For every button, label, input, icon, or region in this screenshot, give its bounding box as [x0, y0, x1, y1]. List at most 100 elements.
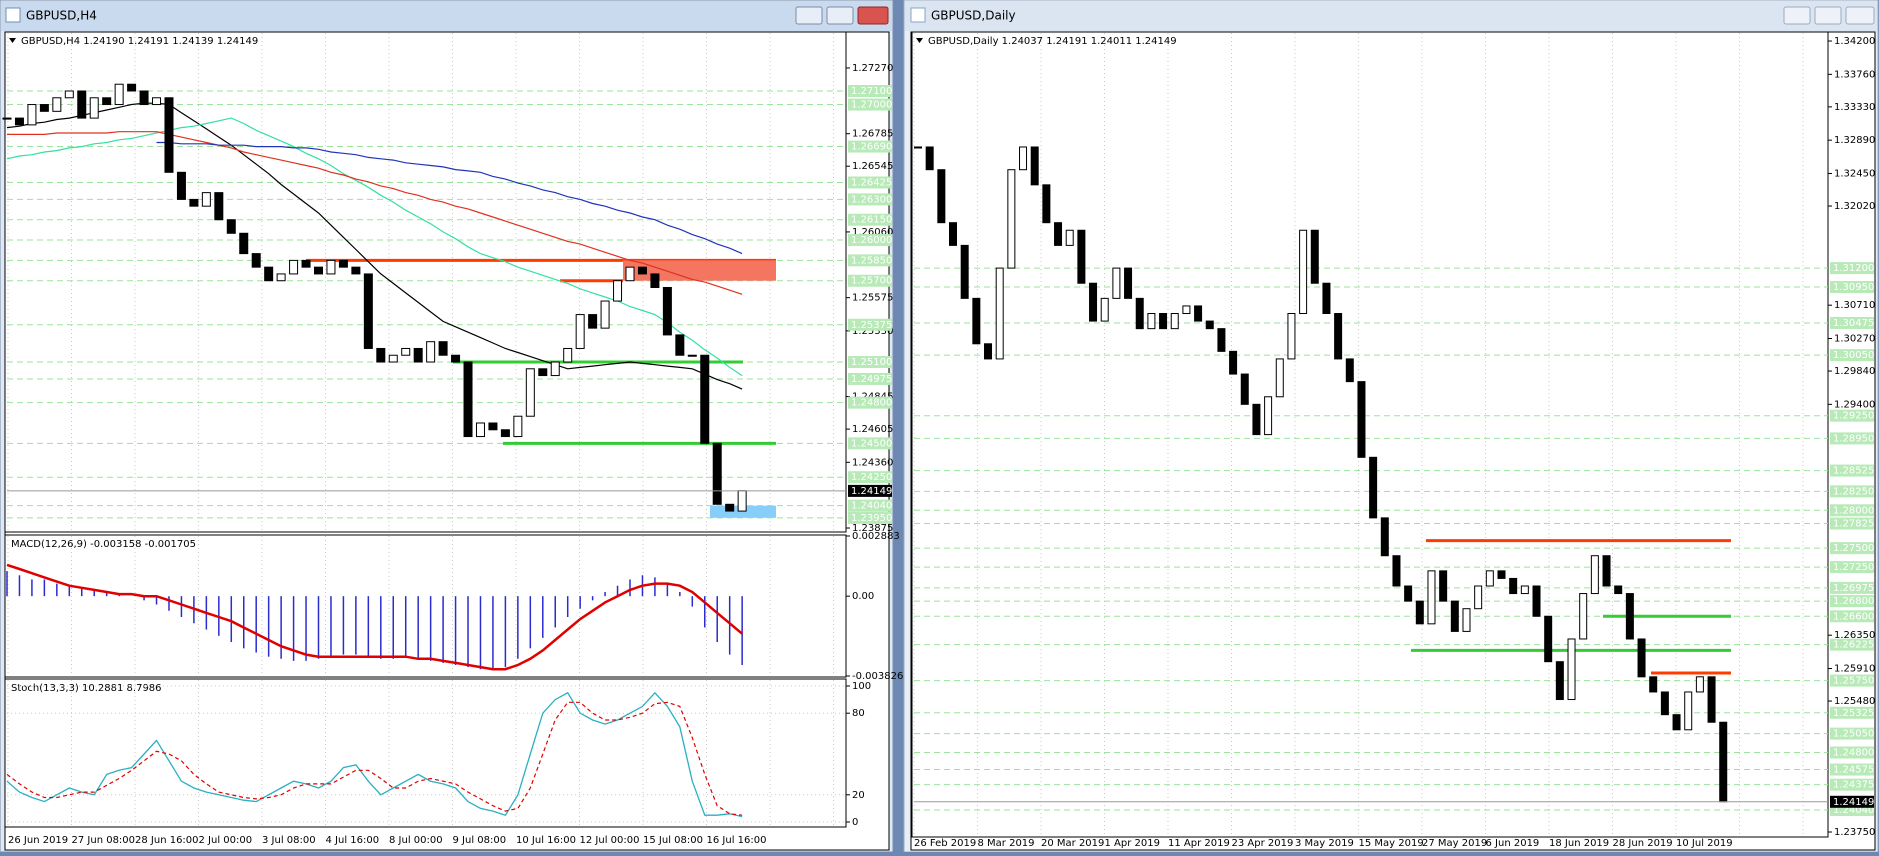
level-label: 1.25325 [1833, 708, 1874, 719]
candle [351, 266, 361, 275]
y-tick-label: 1.32450 [1834, 168, 1875, 179]
level-label: 1.24800 [1833, 748, 1874, 759]
candle [1229, 350, 1238, 375]
level-label: 1.26425 [851, 177, 892, 188]
level-label-bg [848, 234, 892, 247]
candle [1007, 169, 1016, 269]
candle [301, 259, 311, 268]
level-label: 1.24040 [1833, 805, 1874, 816]
candle [1427, 570, 1436, 625]
x-tick-label: 27 Jun 08:00 [72, 835, 136, 846]
y-tick-label: 1.32020 [1834, 201, 1875, 212]
candle [289, 259, 299, 275]
candle [1672, 714, 1681, 731]
candle [563, 347, 573, 363]
level-label-bg [848, 84, 892, 97]
level-label: 1.29250 [1833, 411, 1874, 422]
candle [438, 341, 448, 356]
level-label: 1.26000 [851, 235, 892, 246]
candle [463, 361, 473, 438]
indicator-label: Stoch(13,3,3) 10.2881 8.7986 [11, 683, 162, 694]
maximize-button[interactable] [826, 6, 854, 25]
y-tick-label: 1.26060 [852, 227, 893, 238]
chart-info: GBPUSD,Daily 1.24037 1.24191 1.24011 1.2… [928, 36, 1177, 47]
y-tick-label: 1.30270 [1834, 333, 1875, 344]
chart-area [910, 31, 1876, 851]
candle [1159, 313, 1168, 330]
candle [214, 192, 224, 221]
candle [1299, 229, 1308, 315]
candle [925, 146, 934, 171]
x-tick-label: 15 Jul 08:00 [643, 835, 703, 846]
level-label-bg [848, 511, 892, 524]
price-zone [623, 260, 776, 281]
current-price-bg [1830, 795, 1874, 808]
moving-average [156, 141, 743, 255]
candle [1532, 585, 1541, 617]
moving-average [6, 117, 743, 377]
indicator-label: MACD(12,26,9) -0.003158 -0.001705 [11, 539, 196, 550]
level-label: 1.30950 [1833, 282, 1874, 293]
level-label-bg [1830, 485, 1874, 498]
candle [1065, 229, 1074, 246]
candle [1100, 297, 1109, 322]
dropdown-arrow [9, 38, 16, 43]
close-button[interactable] [1845, 6, 1875, 25]
level-label: 1.27250 [1833, 562, 1874, 573]
panel-frame [4, 31, 847, 533]
candle [687, 354, 697, 357]
minimize-button[interactable] [1783, 6, 1811, 25]
candle [388, 354, 398, 363]
maximize-button[interactable] [1814, 6, 1842, 25]
candle [1439, 570, 1448, 602]
title-bar[interactable] [1, 1, 892, 31]
level-label-bg [1830, 638, 1874, 651]
level-label: 1.27500 [1833, 543, 1874, 554]
level-label: 1.23950 [851, 513, 892, 524]
level-label: 1.26975 [1833, 583, 1874, 594]
x-tick-label: 20 Mar 2019 [1041, 838, 1104, 849]
level-label: 1.26300 [851, 194, 892, 205]
minimize-button[interactable] [795, 6, 823, 25]
y-tick-label: 1.33330 [1834, 102, 1875, 113]
level-label-bg [848, 437, 892, 450]
candle [500, 429, 510, 438]
current-price-bg [848, 484, 892, 497]
candle [1287, 313, 1296, 360]
level-label-bg [1830, 763, 1874, 776]
level-label-bg [1830, 542, 1874, 555]
candle [650, 273, 660, 288]
level-label: 1.25750 [1833, 676, 1874, 687]
x-tick-label: 2 Jul 00:00 [199, 835, 253, 846]
candle [1485, 570, 1494, 587]
candle [1544, 615, 1553, 663]
candle [1719, 721, 1728, 803]
title-bar[interactable] [905, 1, 1877, 31]
candle [972, 297, 981, 345]
level-label: 1.26225 [1833, 640, 1874, 651]
level-label-bg [1830, 409, 1874, 422]
candle [77, 90, 87, 119]
candle [1089, 282, 1098, 322]
candle [662, 286, 672, 336]
candle [737, 490, 747, 512]
y-tick-label: 0 [852, 817, 858, 828]
x-tick-label: 23 Apr 2019 [1232, 838, 1294, 849]
level-label: 1.26150 [851, 215, 892, 226]
candle [139, 90, 149, 106]
candle [264, 266, 274, 282]
candle [127, 83, 137, 92]
x-tick-label: 27 May 2019 [1422, 838, 1487, 849]
candle [1415, 600, 1424, 625]
candle [89, 97, 99, 119]
x-tick-label: 15 May 2019 [1359, 838, 1424, 849]
candle [1404, 585, 1413, 602]
close-button[interactable] [857, 6, 889, 25]
candle [960, 244, 969, 299]
x-tick-label: 28 Jun 16:00 [135, 835, 199, 846]
level-label: 1.31200 [1833, 263, 1874, 274]
candle [239, 232, 249, 255]
x-tick-label: 11 Apr 2019 [1168, 838, 1230, 849]
current-price-label: 1.24149 [851, 486, 892, 497]
